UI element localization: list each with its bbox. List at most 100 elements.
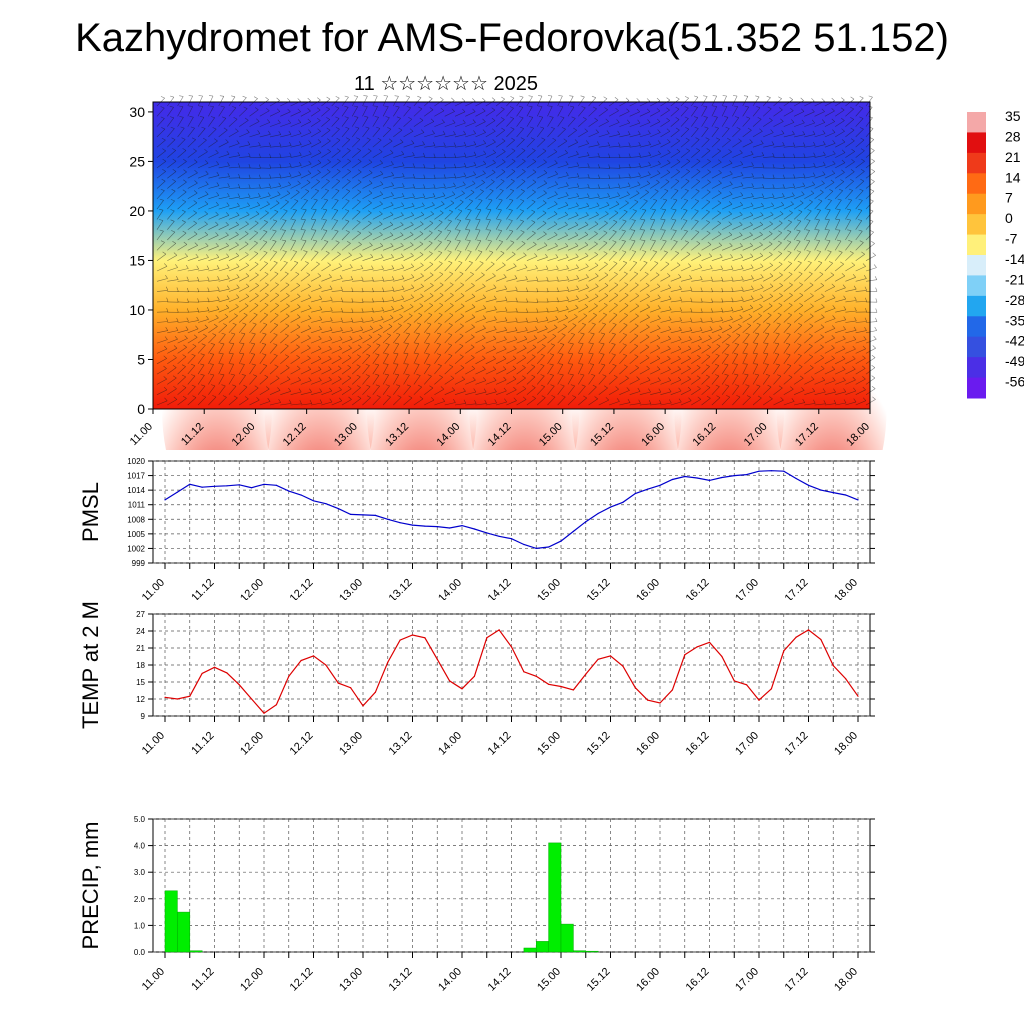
- colorbar-segment: [967, 214, 986, 236]
- data-point: [758, 470, 760, 472]
- x-tick-label: 16.12: [684, 966, 712, 994]
- y-tick-label: 25: [129, 153, 145, 169]
- y-tick-label: 15: [136, 678, 145, 687]
- y-tick-label: 18: [136, 661, 145, 670]
- x-tick-label: 16.12: [684, 730, 712, 758]
- y-tick-label: 1008: [127, 515, 145, 524]
- data-point: [449, 527, 451, 529]
- data-point: [164, 696, 166, 698]
- data-point: [436, 526, 438, 528]
- precip-bar: [523, 947, 537, 953]
- colorbar-label: 7: [1005, 190, 1013, 206]
- colorbar-label: 0: [1005, 210, 1013, 226]
- y-tick-label: 0: [137, 401, 145, 417]
- y-tick-label: 27: [136, 610, 145, 619]
- precip-bar: [573, 950, 587, 953]
- x-tick-label: 15.12: [585, 577, 613, 600]
- colorbar-segment: [967, 275, 986, 297]
- colorbar: 35 28 21 14 7 0 -7 -14 -21 -28 -35 -42 -49 -56: [967, 108, 1024, 399]
- data-point: [659, 484, 661, 486]
- x-tick-label: 11.00: [140, 730, 167, 757]
- y-tick-label: 3.0: [134, 868, 146, 877]
- x-tick-label: 16.00: [634, 730, 662, 758]
- data-point: [845, 678, 847, 680]
- data-point: [721, 476, 723, 479]
- y-tick-label: 21: [136, 644, 145, 653]
- data-point: [510, 538, 513, 540]
- data-point: [609, 506, 612, 508]
- colorbar-segment: [967, 295, 986, 317]
- data-point: [770, 470, 773, 472]
- colorbar-segment: [967, 193, 986, 215]
- colorbar-label: -14: [1005, 251, 1024, 267]
- data-point: [733, 680, 735, 682]
- warm-cell: [366, 299, 477, 450]
- data-point: [362, 514, 364, 516]
- data-point: [671, 689, 674, 691]
- x-tick-label: 13.12: [387, 577, 415, 600]
- colorbar-label: 21: [1005, 149, 1021, 165]
- y-tick-label: 1014: [127, 486, 145, 495]
- data-point: [411, 634, 414, 636]
- y-tick-label: 1020: [127, 457, 145, 466]
- data-point: [337, 508, 339, 510]
- y-tick-label: 999: [132, 559, 146, 568]
- x-tick-label: 14.00: [436, 966, 464, 994]
- data-point: [758, 699, 760, 701]
- data-point: [795, 636, 797, 638]
- x-tick-label: 13.00: [337, 730, 365, 758]
- data-point: [387, 518, 389, 520]
- data-point: [857, 695, 859, 697]
- x-tick-label: 13.12: [387, 730, 415, 758]
- data-point: [609, 655, 612, 657]
- colorbar-label: 35: [1005, 108, 1021, 124]
- data-point: [399, 522, 401, 524]
- data-point: [845, 494, 847, 496]
- data-point: [486, 532, 488, 534]
- data-point: [523, 671, 525, 673]
- colorbar-segment: [967, 234, 986, 256]
- data-point: [498, 535, 500, 537]
- data-point: [275, 484, 277, 486]
- x-tick-label: 12.00: [238, 730, 266, 758]
- y-tick-label: 1002: [127, 544, 145, 553]
- data-point: [510, 646, 513, 648]
- precip-bar: [164, 890, 178, 953]
- data-point: [572, 530, 575, 532]
- data-point: [622, 665, 624, 667]
- data-point: [622, 501, 624, 503]
- data-point: [857, 499, 859, 501]
- data-point: [560, 685, 562, 688]
- x-tick-label: 12.12: [288, 577, 316, 600]
- x-tick-label: 12.12: [288, 730, 316, 758]
- x-tick-label: 17.00: [733, 966, 761, 994]
- data-point: [684, 475, 686, 478]
- y-tick-label: 15: [129, 252, 145, 268]
- data-point: [585, 673, 587, 675]
- x-tick-label: 17.00: [733, 730, 761, 758]
- colorbar-segment: [967, 316, 986, 338]
- data-point: [374, 691, 376, 693]
- chart-subtitle: 11 ☆☆☆☆☆☆ 2025: [354, 73, 538, 95]
- data-point: [498, 629, 500, 631]
- x-tick-label: 12.00: [238, 966, 266, 994]
- data-point: [325, 664, 327, 666]
- data-point: [399, 639, 401, 641]
- page-title: Kazhydromet for AMS-Fedorovka(51.352 51.…: [75, 16, 949, 60]
- warm-cell: [571, 299, 682, 450]
- data-point: [226, 672, 228, 674]
- y-tick-label: 2.0: [134, 895, 146, 904]
- x-tick-label: 17.00: [733, 577, 761, 600]
- data-point: [832, 492, 834, 494]
- y-tick-label: 12: [136, 695, 145, 704]
- x-tick-label: 14.00: [436, 730, 464, 758]
- data-point: [424, 637, 426, 639]
- data-point: [176, 491, 178, 493]
- x-tick-label: 11.00: [140, 577, 167, 600]
- data-point: [708, 479, 711, 481]
- precip-chart: 0.0 1.0 2.0 3.0 4.0 5.0 11.00 11.12 12.00 12.12 13…: [78, 815, 875, 994]
- data-point: [659, 702, 661, 704]
- warm-cell: [776, 299, 887, 450]
- data-point: [461, 525, 463, 527]
